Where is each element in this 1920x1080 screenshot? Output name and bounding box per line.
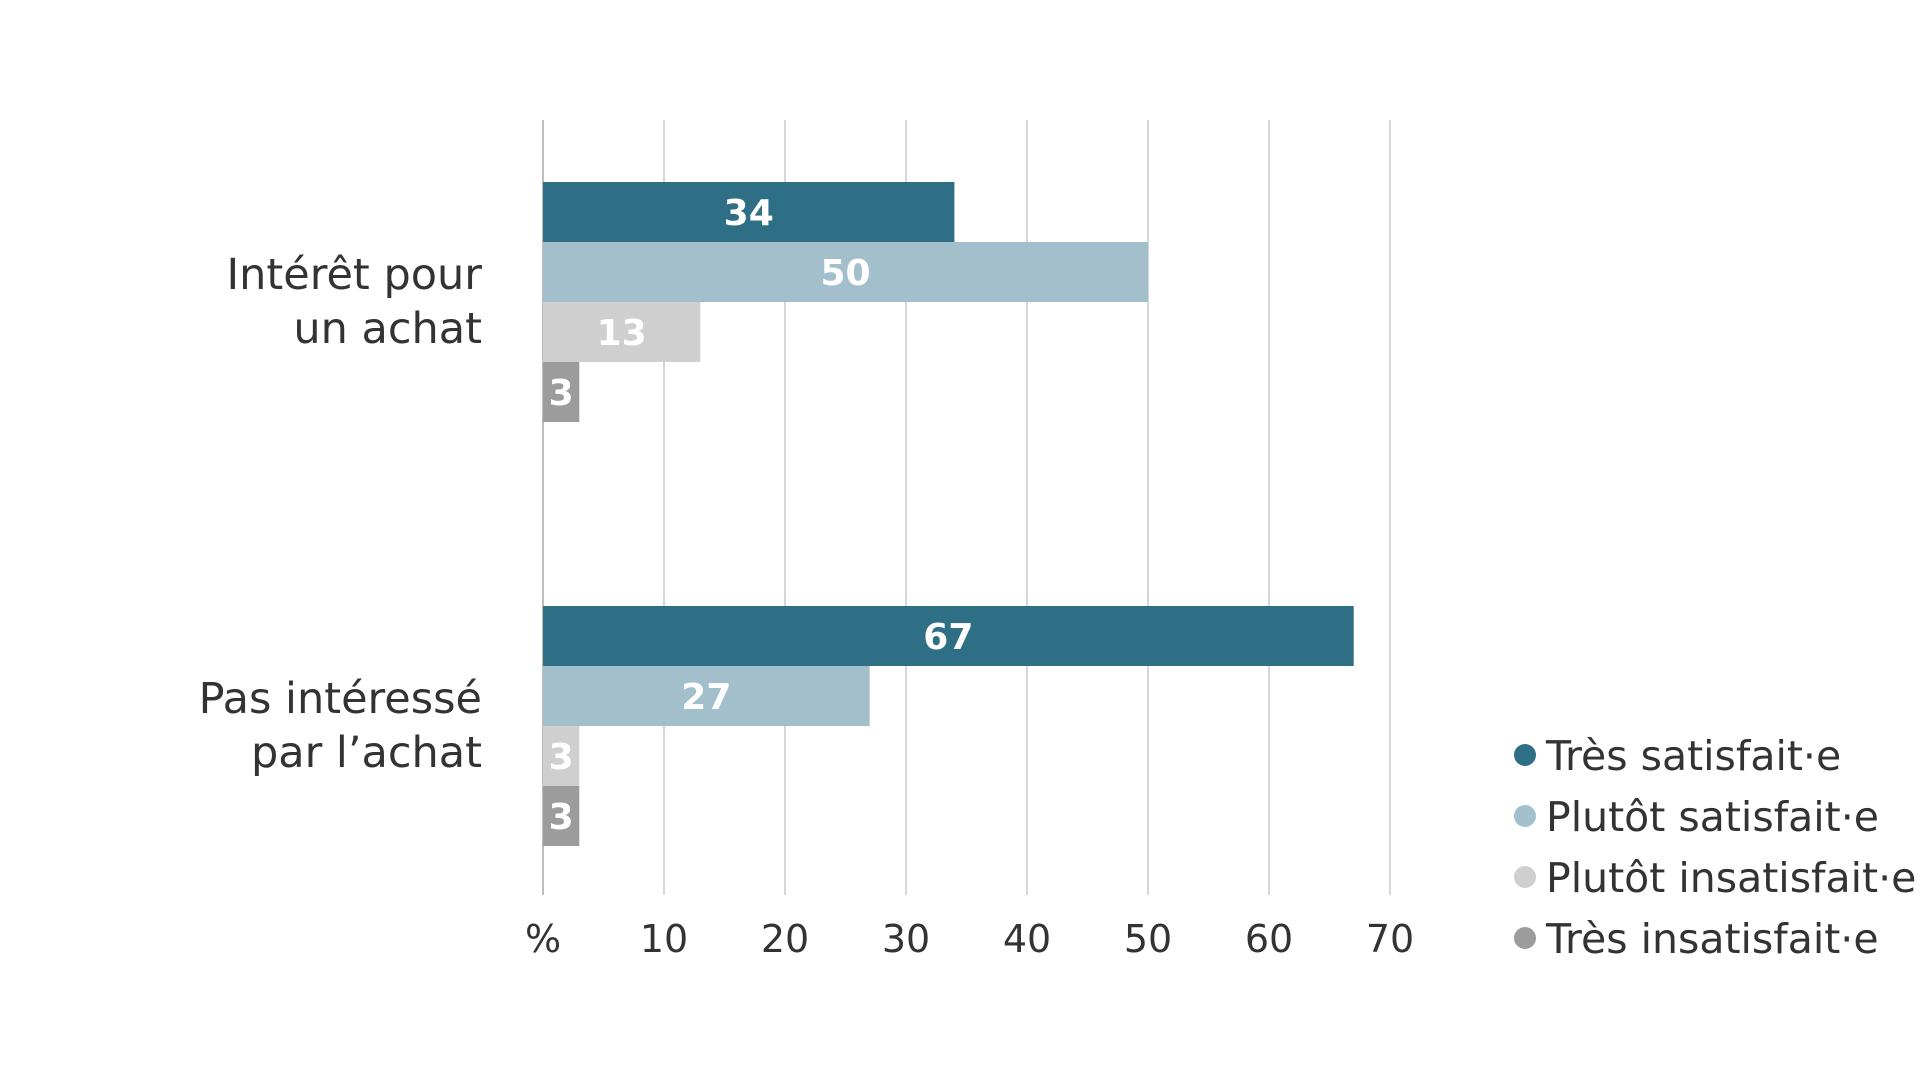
legend-marker xyxy=(1514,866,1536,888)
bar-value-label: 3 xyxy=(549,797,574,838)
x-tick-label: 40 xyxy=(1003,917,1051,961)
bar-value-label: 27 xyxy=(681,677,731,718)
bar xyxy=(543,242,1148,302)
legend-label: Plutôt insatisfait·e xyxy=(1546,854,1916,902)
x-tick-label: 50 xyxy=(1124,917,1172,961)
bars xyxy=(543,182,1354,846)
legend-marker xyxy=(1514,927,1536,949)
x-tick-label: % xyxy=(525,917,561,961)
x-tick-label: 30 xyxy=(882,917,930,961)
bar xyxy=(543,182,955,242)
bar xyxy=(543,302,701,362)
bar-value-label: 3 xyxy=(549,373,574,414)
bar xyxy=(543,362,580,422)
x-tick-label: 60 xyxy=(1245,917,1293,961)
x-tick-label: 10 xyxy=(640,917,688,961)
legend-label: Très satisfait·e xyxy=(1545,732,1841,780)
x-tick-label: 70 xyxy=(1366,917,1414,961)
bar xyxy=(543,666,870,726)
legend: Très satisfait·e Plutôt satisfait·e Plutôt… xyxy=(1514,732,1916,963)
legend-label: Plutôt satisfait·e xyxy=(1546,793,1879,841)
legend-marker xyxy=(1514,744,1536,766)
bar-value-label: 50 xyxy=(820,253,870,294)
x-tick-label: 20 xyxy=(761,917,809,961)
category-label: Intérêt pour un achat xyxy=(226,250,482,354)
x-axis-tick-labels: % 10 20 30 40 50 60 70 xyxy=(525,917,1414,961)
category-labels: Intérêt pour un achat Pas intéressé par l’a… xyxy=(199,250,483,778)
bar-value-label: 13 xyxy=(597,313,647,354)
bar-value-label: 34 xyxy=(724,193,774,234)
bar xyxy=(543,726,580,786)
bar-value-label: 3 xyxy=(549,737,574,778)
bar-value-label: 67 xyxy=(923,617,973,658)
bar-value-labels: 34 50 13 3 67 27 3 3 xyxy=(549,193,974,838)
legend-marker xyxy=(1514,805,1536,827)
bar xyxy=(543,606,1354,666)
legend-label: Très insatisfait·e xyxy=(1545,915,1879,963)
bar xyxy=(543,786,580,846)
category-label: Pas intéressé par l’achat xyxy=(199,674,482,778)
